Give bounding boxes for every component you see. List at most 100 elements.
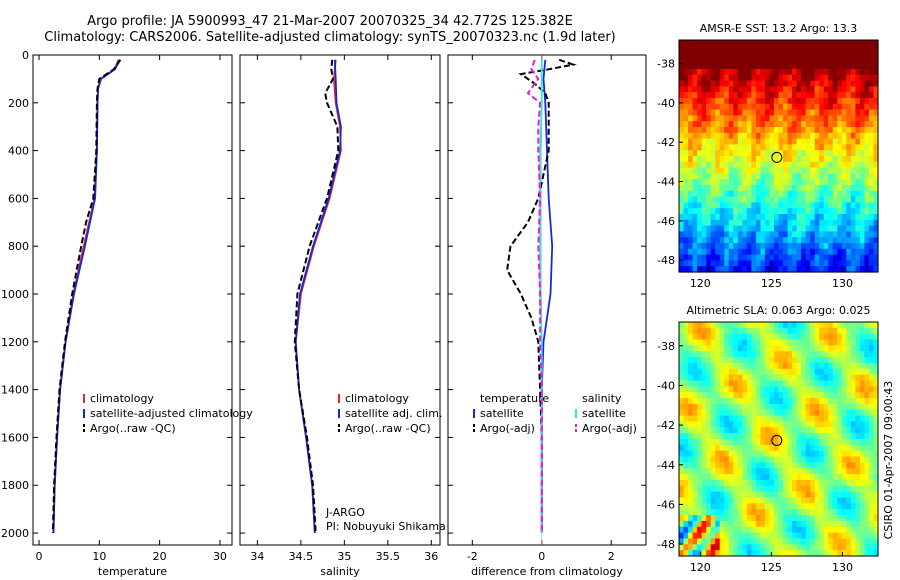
altimetric-sla-map-cell	[688, 474, 694, 481]
altimetric-sla-map-cell	[769, 403, 775, 411]
altimetric-sla-map-cell	[688, 479, 694, 487]
amsre-sst-map-cell	[751, 69, 757, 76]
amsre-sst-map-cell	[692, 266, 698, 273]
altimetric-sla-map-cell	[760, 532, 766, 540]
altimetric-sla-map-cell	[805, 439, 811, 446]
amsre-sst-map-cell	[746, 45, 752, 53]
amsre-sst-map-cell	[828, 86, 834, 93]
amsre-sst-map-cell	[810, 74, 816, 82]
amsre-sst-map-cell	[769, 74, 775, 82]
altimetric-sla-map-cell	[751, 450, 757, 458]
altimetric-sla-map-cell	[828, 322, 834, 329]
altimetric-sla-map-cell	[837, 386, 843, 393]
amsre-sst-map-cell	[819, 254, 825, 261]
altimetric-sla-map-cell	[733, 351, 739, 358]
amsre-sst-map-cell	[796, 208, 802, 215]
altimetric-sla-map-cell	[801, 468, 807, 475]
amsre-sst-map-cell	[751, 260, 757, 267]
altimetric-sla-map-cell	[692, 544, 698, 551]
altimetric-sla-map-cell	[850, 351, 856, 358]
altimetric-sla-map-cell	[737, 509, 743, 516]
altimetric-sla-map-cell	[850, 322, 856, 329]
amsre-sst-map-cell	[859, 219, 866, 227]
altimetric-sla-map-cell	[805, 409, 811, 417]
altimetric-sla-map-cell	[787, 532, 793, 540]
amsre-sst-map-cell	[760, 243, 766, 250]
amsre-sst-map-cell	[733, 190, 739, 198]
amsre-sst-map-cell	[679, 179, 685, 186]
altimetric-sla-map-cell	[864, 368, 870, 376]
altimetric-sla-map-cell	[679, 532, 685, 540]
altimetric-sla-map-cell	[823, 456, 829, 463]
altimetric-sla-map-cell	[773, 456, 780, 463]
salinity-panel-xtick-label: 36	[424, 550, 438, 563]
amsre-sst-map-cell	[701, 156, 707, 163]
altimetric-sla-map-cell	[850, 374, 856, 382]
amsre-sst-map-cell	[805, 214, 811, 221]
amsre-sst-map-cell	[701, 63, 707, 70]
altimetric-sla-map-ytick-label: -40	[657, 379, 675, 392]
altimetric-sla-map-cell	[769, 544, 775, 551]
amsre-sst-map-cell	[846, 185, 852, 192]
amsre-sst-map-cell	[683, 109, 689, 116]
altimetric-sla-map-cell	[805, 450, 811, 458]
altimetric-sla-map-cell	[683, 345, 689, 352]
amsre-sst-map-cell	[742, 144, 748, 151]
altimetric-sla-map-cell	[715, 398, 721, 405]
altimetric-sla-map-cell	[841, 339, 847, 346]
amsre-sst-map-cell	[751, 179, 757, 186]
amsre-sst-map-cell	[846, 190, 852, 198]
altimetric-sla-map-cell	[710, 462, 716, 469]
altimetric-sla-map-cell	[710, 456, 716, 463]
amsre-sst-map-cell	[688, 225, 694, 232]
altimetric-sla-map-cell	[701, 479, 707, 487]
altimetric-sla-map-cell	[846, 538, 852, 545]
amsre-sst-map-cell	[697, 103, 703, 111]
altimetric-sla-map-cell	[719, 450, 725, 458]
altimetric-sla-map-cell	[746, 509, 752, 516]
amsre-sst-map-cell	[728, 266, 734, 273]
amsre-sst-map-cell	[683, 196, 689, 203]
amsre-sst-map-cell	[683, 231, 689, 238]
altimetric-sla-map-cell	[688, 339, 694, 346]
altimetric-sla-map-cell	[746, 327, 752, 335]
amsre-sst-map-cell	[701, 266, 707, 273]
altimetric-sla-map-cell	[873, 515, 879, 522]
amsre-sst-map-cell	[688, 231, 694, 238]
altimetric-sla-map-cell	[850, 450, 856, 458]
depth-tick-label: 600	[8, 192, 29, 205]
amsre-sst-map-cell	[697, 196, 703, 203]
amsre-sst-map-cell	[755, 179, 762, 186]
altimetric-sla-map-cell	[733, 509, 739, 516]
altimetric-sla-map-cell	[719, 550, 725, 557]
amsre-sst-map-cell	[873, 219, 879, 227]
altimetric-sla-map-cell	[814, 433, 820, 440]
amsre-sst-map-cell	[746, 237, 752, 244]
altimetric-sla-map-cell	[755, 485, 762, 493]
amsre-sst-map-cell	[792, 40, 798, 47]
altimetric-sla-map-cell	[706, 474, 712, 481]
altimetric-sla-map-cell	[850, 433, 856, 440]
altimetric-sla-map-cell	[810, 357, 816, 364]
altimetric-sla-map-cell	[796, 409, 802, 417]
altimetric-sla-map-cell	[778, 479, 784, 487]
altimetric-sla-map-cell	[814, 450, 820, 458]
amsre-sst-map-cell	[855, 231, 861, 238]
altimetric-sla-map-cell	[801, 444, 807, 452]
amsre-sst-map-ytick-label: -44	[657, 176, 675, 189]
altimetric-sla-map-cell	[823, 362, 829, 370]
amsre-sst-map-cell	[814, 243, 820, 250]
altimetric-sla-map-cell	[873, 415, 879, 423]
altimetric-sla-map-cell	[864, 462, 870, 469]
amsre-sst-map-cell	[755, 63, 762, 70]
altimetric-sla-map-cell	[733, 474, 739, 481]
altimetric-sla-map-cell	[688, 368, 694, 376]
altimetric-sla-map-cell	[814, 357, 820, 364]
altimetric-sla-map-cell	[778, 345, 784, 352]
altimetric-sla-map-cell	[859, 491, 866, 499]
altimetric-sla-map-cell	[715, 327, 721, 335]
temperature-legend-entry: climatology	[90, 392, 154, 405]
altimetric-sla-map-cell	[828, 433, 834, 440]
amsre-sst-map-cell	[683, 51, 689, 58]
amsre-sst-map-cell	[814, 86, 820, 93]
